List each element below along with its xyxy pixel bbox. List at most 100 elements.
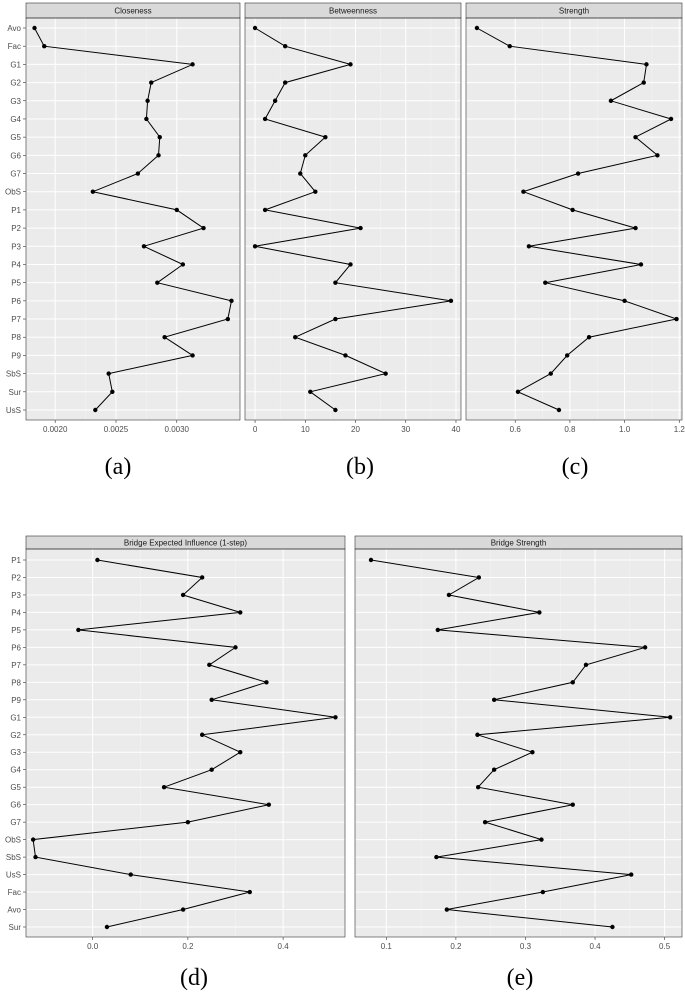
x-tick-label: 0.0 <box>87 942 99 951</box>
data-point <box>570 802 575 807</box>
data-point <box>475 784 481 790</box>
x-tick-label: 0.8 <box>564 425 576 434</box>
data-point <box>157 134 162 140</box>
panel-border <box>465 17 683 421</box>
y-tick-label: Sur <box>9 388 22 397</box>
data-point <box>180 262 186 267</box>
data-point <box>180 907 186 912</box>
x-tick-label: 0.5 <box>659 942 671 951</box>
data-point <box>144 116 149 122</box>
panel-background <box>355 549 682 937</box>
panel-caption: (a) <box>105 454 132 480</box>
data-point <box>629 872 634 877</box>
data-point <box>633 225 638 231</box>
x-tick-label: 0.2 <box>182 942 194 951</box>
x-tick-label: 0.0025 <box>104 425 129 434</box>
panel-background <box>245 18 461 420</box>
y-tick-label: P7 <box>11 315 21 324</box>
data-point <box>474 25 480 31</box>
y-tick-label: P3 <box>11 591 21 600</box>
data-point <box>262 207 268 213</box>
data-point <box>537 610 542 615</box>
data-point <box>180 592 186 598</box>
y-tick-label: P1 <box>11 206 21 215</box>
data-point <box>638 262 644 267</box>
y-tick-label: G7 <box>10 170 21 179</box>
data-point <box>190 62 195 67</box>
data-point <box>383 371 388 376</box>
data-point <box>543 280 548 285</box>
y-tick-label: Avo <box>7 906 21 915</box>
x-tick-label: 40 <box>452 425 461 434</box>
panel-border <box>354 548 683 938</box>
data-point <box>252 25 258 31</box>
data-point <box>444 907 450 912</box>
data-point <box>282 43 288 49</box>
data-point <box>491 767 497 772</box>
y-tick-label: G6 <box>10 801 21 810</box>
series-line <box>254 27 452 411</box>
y-tick-label: P5 <box>11 626 21 635</box>
data-point <box>570 207 575 213</box>
data-point <box>343 353 348 358</box>
data-point <box>641 80 646 85</box>
data-point <box>583 662 589 668</box>
panel-background <box>26 18 240 420</box>
data-point <box>128 872 133 877</box>
data-point <box>564 353 570 358</box>
series-line <box>476 27 679 411</box>
y-tick-label: SbS <box>6 853 21 862</box>
y-tick-label: P9 <box>11 351 21 360</box>
y-tick-label: G2 <box>10 731 21 740</box>
data-point <box>233 645 238 650</box>
data-point <box>358 225 363 231</box>
data-point <box>668 116 674 122</box>
data-point <box>262 116 268 122</box>
data-point <box>272 98 278 103</box>
data-point <box>95 557 100 563</box>
y-tick-label: P4 <box>11 260 21 269</box>
facet-title: Bridge Strength <box>491 539 547 548</box>
data-point <box>282 80 288 85</box>
data-point <box>610 924 615 930</box>
data-point <box>674 316 679 322</box>
panel-5: Bridge Strength 0.1 0.2 0.3 0.4 0.5 (e) <box>354 535 683 991</box>
y-tick-label: G5 <box>10 133 21 142</box>
panel-border <box>244 17 462 421</box>
data-point <box>174 207 179 213</box>
x-tick-label: 0.4 <box>278 942 290 951</box>
data-point <box>303 153 308 158</box>
y-tick-label: G4 <box>10 115 21 124</box>
data-point <box>526 244 532 249</box>
data-point <box>266 802 272 807</box>
data-point <box>90 189 96 194</box>
data-point <box>333 316 338 322</box>
y-tick-label: SbS <box>6 370 21 379</box>
x-tick-label: 30 <box>401 425 410 434</box>
data-point <box>32 25 37 31</box>
facet-title: Closeness <box>114 7 151 16</box>
data-point <box>575 171 581 176</box>
y-tick-label: G7 <box>10 818 21 827</box>
data-point <box>185 819 191 825</box>
data-point <box>293 335 298 340</box>
y-tick-label: P8 <box>11 333 21 342</box>
y-tick-label: G6 <box>10 151 21 160</box>
x-tick-label: 1.0 <box>619 425 631 434</box>
y-tick-label: ObS <box>5 836 21 845</box>
panel-background <box>26 549 345 937</box>
y-tick-label: G1 <box>10 713 21 722</box>
data-point <box>308 389 313 395</box>
data-point <box>333 715 338 720</box>
x-tick-label: 20 <box>351 425 360 434</box>
data-point <box>608 98 614 103</box>
panel-caption: (c) <box>562 454 589 480</box>
data-point <box>298 171 303 176</box>
y-tick-label: P2 <box>11 573 21 582</box>
data-point <box>333 407 338 413</box>
data-point <box>238 610 243 615</box>
data-point <box>348 62 353 67</box>
y-tick-label: UsS <box>6 406 21 415</box>
data-point <box>30 837 36 842</box>
data-point <box>201 225 206 231</box>
